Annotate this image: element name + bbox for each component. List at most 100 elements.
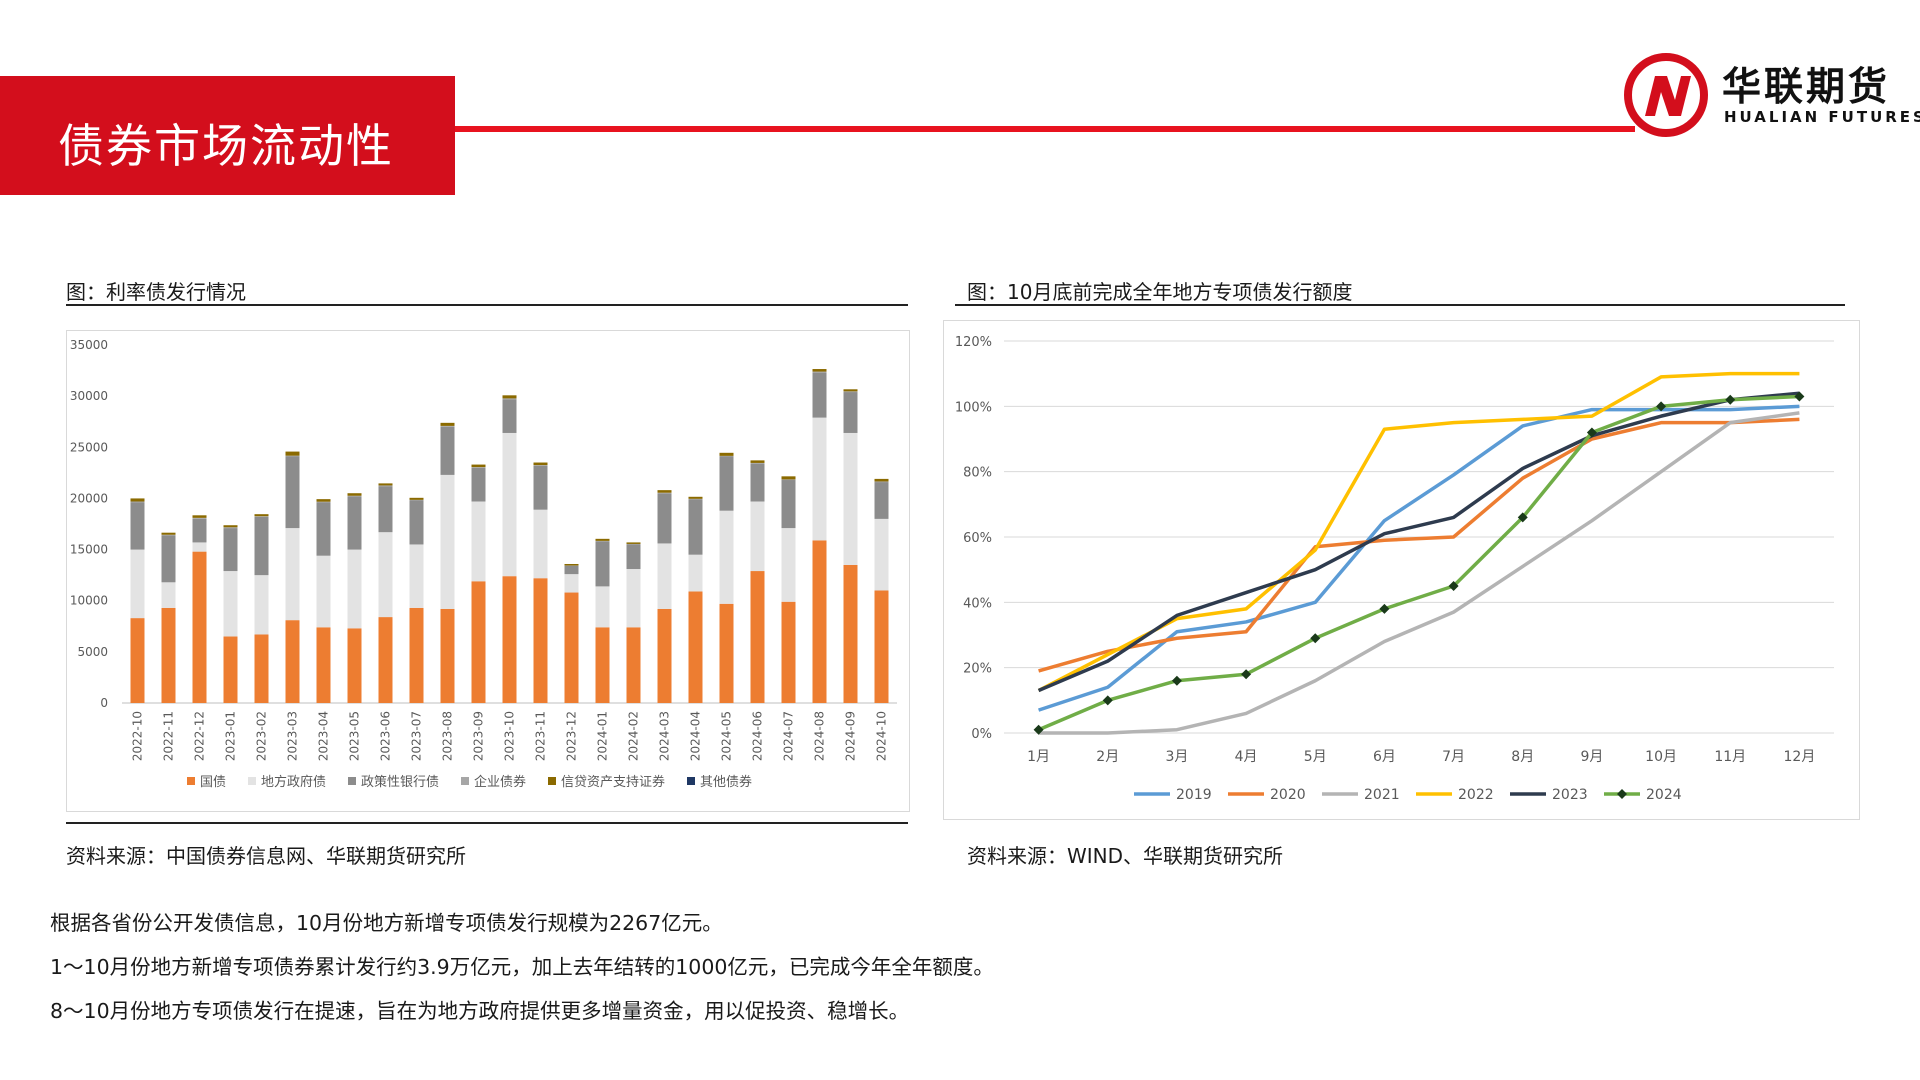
bar-segment — [781, 528, 796, 602]
bar-segment — [595, 541, 610, 587]
title-banner — [0, 76, 455, 195]
x-tick-label: 2022-12 — [193, 711, 207, 761]
title-rule — [455, 126, 1635, 132]
data-point-marker — [1379, 603, 1390, 614]
bar-segment — [812, 369, 827, 372]
x-tick-label: 12月 — [1784, 749, 1816, 765]
legend-swatch — [348, 777, 356, 785]
series-line-2024 — [1037, 394, 1800, 732]
x-tick-label: 2023-10 — [503, 711, 517, 761]
x-tick-label: 2024-04 — [689, 711, 703, 761]
bar-segment — [378, 486, 393, 533]
bar-segment — [750, 462, 765, 464]
bar-segment — [626, 542, 641, 544]
right-figure-source: 资料来源：WIND、华联期货研究所 — [967, 844, 1284, 868]
bar-segment — [719, 510, 734, 604]
legend-swatch — [461, 777, 469, 785]
y-tick-label: 30000 — [70, 389, 108, 403]
bar-segment — [440, 608, 455, 703]
data-point-marker — [1171, 675, 1182, 686]
bar-segment — [161, 535, 176, 583]
y-tick-label: 0 — [100, 696, 108, 710]
series-line-2020 — [1038, 417, 1800, 673]
bar-segment — [161, 532, 176, 535]
bar-segment — [471, 464, 486, 468]
bar-segment — [564, 574, 579, 593]
y-tick-label: 120% — [955, 335, 992, 350]
legend-label: 2023 — [1552, 787, 1588, 803]
x-tick-label: 2023-12 — [565, 711, 579, 761]
x-tick-label: 2023-11 — [534, 711, 548, 761]
x-tick-label: 2024-03 — [658, 711, 672, 761]
bar-segment — [378, 617, 393, 703]
x-tick-label: 3月 — [1165, 749, 1188, 765]
bar-segment — [409, 500, 424, 545]
bar-chart-frame: 0 5000 10000 15000 20000 25000 30000 35000 2022-… — [66, 330, 910, 812]
bar-segment — [192, 551, 207, 703]
bar-segment — [874, 478, 889, 482]
bar-segment — [130, 502, 145, 550]
bar-segment — [471, 467, 486, 502]
bar-segment — [254, 514, 269, 517]
x-tick-label: 5月 — [1304, 749, 1327, 765]
hualian-logo-icon — [1624, 53, 1708, 137]
data-point-marker — [1102, 695, 1113, 706]
bar-segment — [781, 601, 796, 703]
bar-segment — [347, 496, 362, 550]
x-tick-label: 10月 — [1645, 749, 1677, 765]
bar-segment — [316, 555, 331, 628]
legend-label: 国债 — [200, 775, 226, 790]
x-tick-label: 2024-09 — [844, 711, 858, 761]
y-tick-label: 60% — [963, 531, 992, 546]
bar-segment — [223, 525, 238, 528]
bar-segment — [719, 455, 734, 457]
series-line-2021 — [1038, 411, 1800, 735]
x-tick-label: 2023-02 — [255, 711, 269, 761]
right-figure-caption: 图：10月底前完成全年地方专项债发行额度 — [967, 280, 1353, 304]
data-point-marker — [1241, 669, 1252, 680]
bar-segment — [316, 502, 331, 556]
bar-segment — [347, 493, 362, 496]
bar-segment — [378, 532, 393, 618]
x-tick-label: 2024-01 — [596, 711, 610, 761]
bar-segment — [502, 576, 517, 703]
bar-segment — [843, 392, 858, 433]
left-source-rule — [66, 822, 908, 824]
bar-segment — [595, 540, 610, 542]
note-line-2: 1～10月份地方新增专项债券累计发行约3.9万亿元，加上去年结转的1000亿元，… — [50, 955, 994, 979]
bar-segment — [223, 528, 238, 572]
bar-segment — [595, 538, 610, 541]
bar-segment — [812, 371, 827, 373]
line-chart-frame: 0% 20% 40% 60% 80% 100% 120% 1月 2月 3月 4月 5月 6月 7月 8月 9月… — [943, 320, 1860, 820]
bar-segment — [254, 634, 269, 703]
y-tick-label: 5000 — [77, 645, 108, 659]
y-tick-label: 25000 — [70, 440, 108, 454]
bar-segment — [812, 417, 827, 541]
x-tick-label: 2023-08 — [441, 711, 455, 761]
bar-segment — [223, 636, 238, 703]
x-tick-label: 2024-06 — [751, 711, 765, 761]
x-tick-label: 2024-07 — [782, 711, 796, 761]
bar-segment — [843, 391, 858, 393]
x-tick-label: 6月 — [1373, 749, 1396, 765]
legend-label: 地方政府债 — [261, 774, 326, 790]
bar-segment — [502, 395, 517, 399]
bar-segment — [285, 620, 300, 703]
left-caption-rule — [66, 304, 908, 306]
bar-segment — [595, 586, 610, 628]
bar-segment — [564, 565, 579, 575]
x-tick-label: 2023-04 — [317, 711, 331, 761]
legend-label: 2022 — [1458, 787, 1494, 803]
bar-segment — [254, 575, 269, 635]
legend-swatch — [248, 777, 256, 785]
x-tick-label: 7月 — [1442, 749, 1465, 765]
right-caption-rule — [955, 304, 1845, 306]
legend-swatch — [187, 777, 195, 785]
bar-segment — [130, 549, 145, 619]
bar-segment — [161, 534, 176, 536]
y-tick-label: 15000 — [70, 543, 108, 557]
bar-segment — [688, 554, 703, 592]
bar-segment — [254, 516, 269, 576]
bar-segment — [161, 607, 176, 703]
bar-segment — [223, 527, 238, 529]
